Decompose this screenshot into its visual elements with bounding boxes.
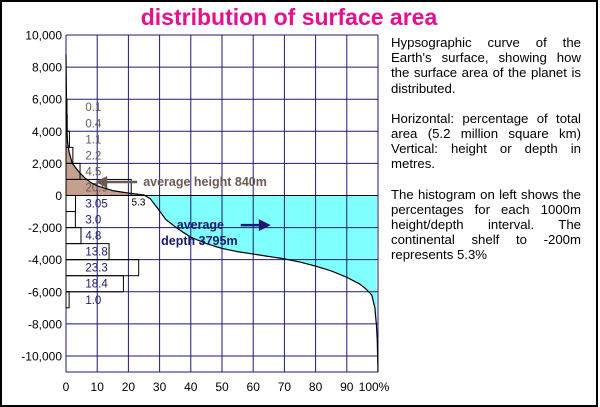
y-tick-label: -10,000 (21, 349, 62, 363)
x-tick-label: 90 (340, 380, 354, 394)
y-tick-label: -4,000 (28, 253, 62, 267)
histogram-bar (65, 291, 70, 309)
x-tick-label: 50 (215, 380, 229, 394)
histogram-bin-label: 2.2 (85, 150, 101, 162)
y-tick-label: -2,000 (28, 221, 62, 235)
y-tick-label: 4,000 (32, 125, 62, 139)
histogram-bin-label: 1.0 (85, 295, 101, 307)
histogram-bar (65, 194, 77, 213)
caption-paragraph-3: The histogram on left shows the percenta… (391, 186, 581, 263)
y-tick-label: -6,000 (28, 285, 62, 299)
caption-paragraph-1: Hypsographic curve of the Earth's surfac… (391, 35, 581, 96)
x-tick-label: 0 (63, 380, 70, 394)
hypsographic-curve (65, 54, 379, 373)
histogram-bar (65, 211, 76, 229)
caption-paragraph-2: Horizontal: percentage of total area (5.… (391, 110, 581, 172)
histogram-bar (65, 275, 124, 293)
histogram-bin-label: 3.0 (85, 215, 101, 227)
histogram-bin-label: 23.3 (85, 263, 107, 275)
average-depth-label-line2: depth 3795m (161, 234, 237, 248)
y-tick-label: -8,000 (28, 317, 62, 331)
y-tick-label: 6,000 (32, 93, 62, 107)
average-depth-arrow-head (258, 219, 271, 232)
y-tick-label: 8,000 (32, 61, 62, 75)
histogram-bin-label: 13.8 (85, 247, 107, 259)
histogram-bin-label: 0.4 (85, 118, 102, 130)
histogram-bar (65, 227, 82, 245)
y-tick-label: 10,000 (25, 29, 62, 43)
histogram-bin-label: 18.4 (85, 279, 108, 291)
x-tick-label: 60 (247, 380, 261, 394)
x-tick-label: 10 (91, 380, 105, 394)
average-height-arrow-head (95, 175, 108, 188)
x-tick-label: 70 (278, 380, 292, 394)
average-depth-label-line1: average (177, 218, 224, 232)
histogram-bin-label: 4.5 (85, 166, 101, 178)
chart-title: distribution of surface area (140, 4, 438, 30)
x-tick-label: 30 (153, 380, 167, 394)
x-tick-label: 20 (122, 380, 136, 394)
x-tick-label: 100% (359, 380, 390, 394)
histogram-bin-label: 3.05 (85, 199, 107, 211)
average-height-label: average height 840m (143, 175, 267, 189)
histogram-bin-label: 1.1 (85, 134, 101, 146)
histogram-bin-label: 0.1 (85, 102, 101, 114)
land-area-fill (66, 54, 145, 196)
continental-shelf-label: 5.3 (132, 198, 146, 209)
ocean-area-fill (148, 195, 378, 326)
histogram-bin-label: 4.8 (85, 231, 101, 243)
x-tick-label: 40 (184, 380, 198, 394)
y-tick-label: 2,000 (32, 157, 62, 171)
x-tick-label: 80 (309, 380, 323, 394)
caption: Hypsographic curve of the Earth's surfac… (391, 35, 581, 278)
y-tick-label: 0 (55, 189, 62, 203)
